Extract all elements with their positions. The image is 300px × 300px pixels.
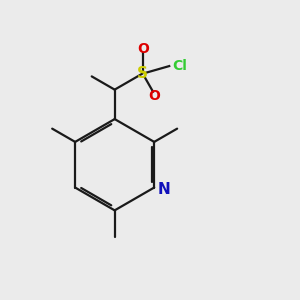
Text: S: S <box>137 66 148 81</box>
Text: O: O <box>137 42 149 56</box>
Text: O: O <box>148 88 160 103</box>
Text: Cl: Cl <box>172 59 187 73</box>
Text: N: N <box>158 182 171 196</box>
